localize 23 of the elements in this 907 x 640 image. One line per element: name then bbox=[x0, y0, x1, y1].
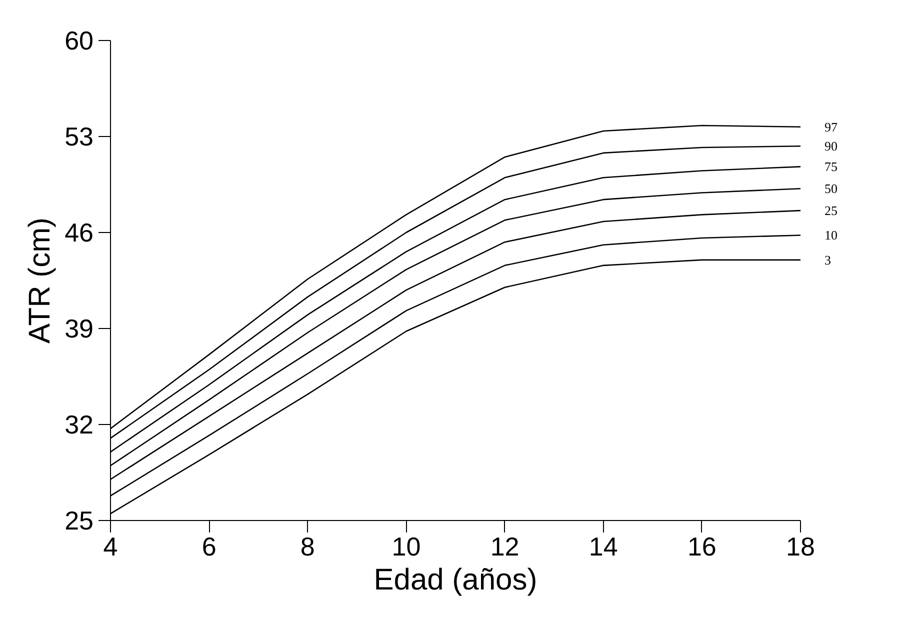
x-axis-title: Edad (años) bbox=[374, 564, 538, 596]
series-label: 75 bbox=[824, 159, 838, 174]
y-axis-title: ATR (cm) bbox=[24, 217, 57, 344]
x-tick-label: 10 bbox=[392, 532, 421, 562]
series-label: 90 bbox=[824, 138, 838, 154]
series-label: 97 bbox=[824, 119, 838, 134]
x-tick-label: 4 bbox=[103, 532, 118, 562]
series-label: 50 bbox=[824, 181, 838, 196]
y-tick-label: 32 bbox=[64, 410, 94, 440]
series-label: 10 bbox=[824, 228, 838, 243]
x-tick-label: 16 bbox=[687, 532, 716, 562]
x-tick-label: 8 bbox=[300, 532, 315, 562]
x-tick-label: 18 bbox=[786, 532, 815, 562]
y-tick-label: 25 bbox=[64, 506, 94, 536]
y-tick-label: 39 bbox=[64, 314, 94, 344]
series-label: 25 bbox=[824, 203, 838, 218]
x-tick-label: 12 bbox=[490, 532, 520, 562]
y-tick-label: 53 bbox=[64, 122, 94, 152]
x-tick-label: 6 bbox=[202, 532, 216, 562]
series-label: 3 bbox=[824, 252, 831, 268]
y-tick-label: 46 bbox=[64, 218, 94, 248]
y-tick-label: 60 bbox=[64, 26, 94, 56]
x-tick-label: 14 bbox=[588, 532, 618, 562]
